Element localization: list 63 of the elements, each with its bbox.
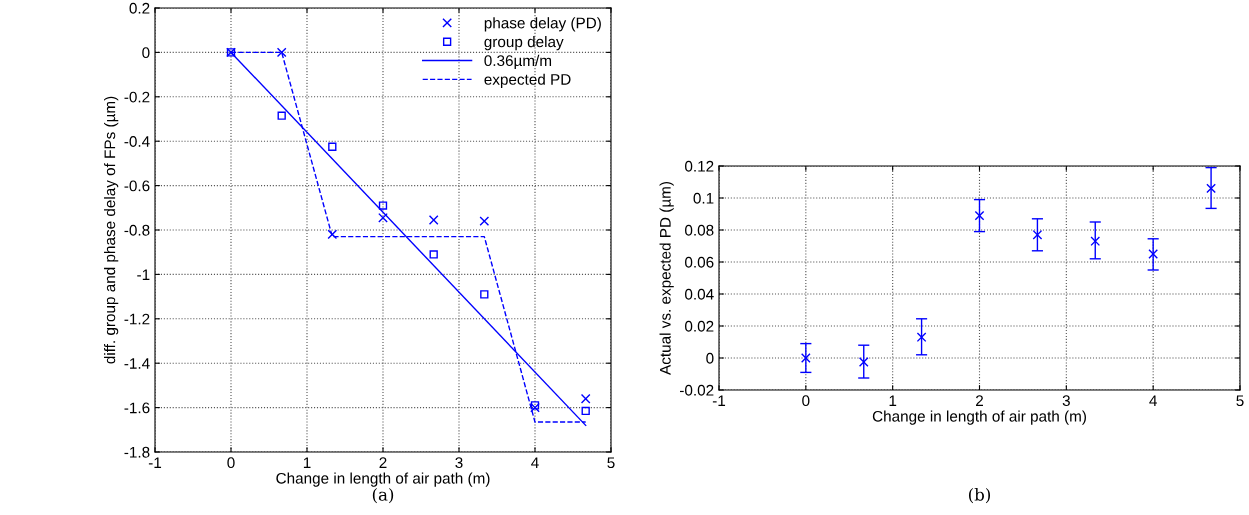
text: (b) [968, 487, 991, 504]
y-tick-label: 0.02 [685, 320, 714, 332]
point [479, 216, 490, 226]
y-tick-label: -0.2 [124, 91, 150, 103]
y-tick-label: -0.02 [680, 384, 714, 396]
x-tick-label: 2 [976, 395, 983, 406]
x-tick-label: 4 [531, 457, 539, 468]
x-axis-title: Change in length of air path (m) [276, 472, 490, 487]
legend-label: 0.36µm/m [484, 54, 552, 70]
legend-label: expected PD [484, 73, 571, 88]
y-tick-label: -1.2 [124, 313, 150, 325]
x-tick-label: -1 [712, 395, 726, 406]
point [581, 406, 590, 416]
x-tick-label: 4 [1149, 395, 1157, 406]
y-axis-title: diff. group and phase delay of FPs (µm) [104, 96, 119, 364]
y-tick-label: -1.4 [124, 358, 150, 369]
point [428, 215, 439, 225]
y-tick-label: -0.8 [124, 224, 150, 236]
x-tick-label: 2 [379, 457, 387, 468]
y-tick-label: -1 [137, 269, 150, 280]
x-tick-label: 3 [455, 457, 463, 469]
point [858, 357, 869, 367]
x-tick-label: 1 [889, 395, 897, 406]
point [1148, 249, 1159, 259]
x-tick-label: 5 [607, 457, 615, 469]
point [800, 353, 811, 363]
text: (a) [372, 487, 394, 504]
legend-label: phase delay (PD) [484, 17, 601, 32]
point [1206, 183, 1216, 194]
y-tick-label: 0.04 [685, 288, 714, 300]
point [1090, 236, 1101, 247]
point [480, 290, 489, 299]
x-tick-label: 1 [303, 457, 311, 468]
y-tick-label: 0.06 [685, 256, 714, 268]
y-tick-label: -1.8 [124, 446, 150, 458]
point [378, 201, 388, 210]
y-tick-label: 0.12 [685, 160, 714, 172]
point [378, 212, 388, 223]
y-tick-label: -1.6 [124, 402, 150, 414]
y-tick-label: 0.1 [693, 192, 714, 204]
y-tick-label: 0.2 [129, 2, 150, 14]
y-axis-title: Actual vs. expected PD (µm) [659, 182, 674, 375]
point [277, 111, 286, 120]
y-tick-label: 0.08 [685, 224, 714, 236]
x-tick-label: 5 [1236, 395, 1244, 407]
y-tick-label: 0 [142, 47, 150, 59]
point [1032, 229, 1043, 240]
x-tick-label: -1 [148, 457, 162, 468]
legend-label: group delay [484, 35, 564, 51]
point [276, 47, 287, 58]
point [916, 332, 927, 343]
point [327, 229, 338, 240]
point [328, 142, 337, 151]
y-tick-label: 0 [706, 352, 714, 364]
point [429, 250, 438, 259]
y-tick-label: -0.4 [124, 136, 150, 147]
x-axis-title: Change in length of air path (m) [872, 410, 1086, 425]
y-tick-label: -0.6 [124, 180, 150, 192]
x-tick-label: 3 [1062, 395, 1070, 407]
point [974, 210, 985, 221]
x-tick-label: 0 [802, 395, 810, 407]
x-tick-label: 0 [227, 457, 235, 469]
point [580, 393, 591, 404]
